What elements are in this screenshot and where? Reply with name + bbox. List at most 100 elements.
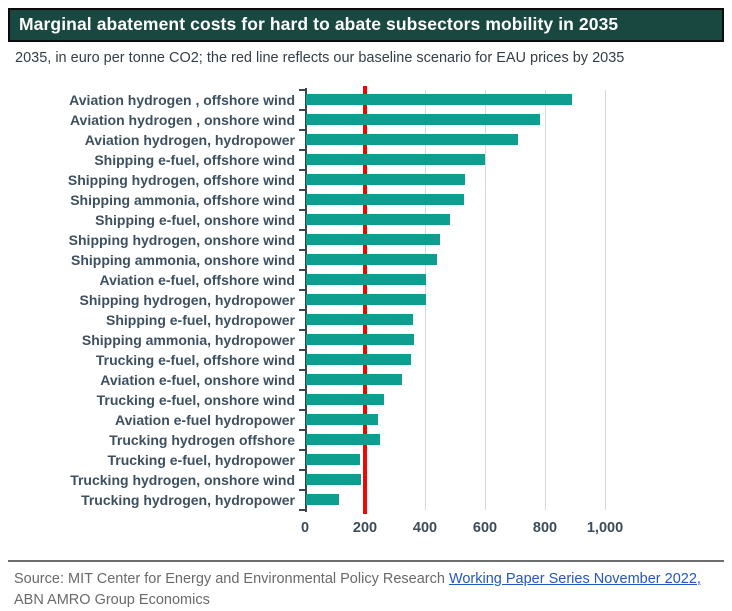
chart-row: Shipping e-fuel, hydropower bbox=[12, 310, 732, 330]
bar-track bbox=[305, 410, 725, 430]
bar bbox=[306, 174, 465, 185]
category-label: Shipping e-fuel, onshore wind bbox=[95, 212, 295, 228]
y-axis-tick bbox=[299, 409, 306, 411]
chart-row: Aviation e-fuel, offshore wind bbox=[12, 270, 732, 290]
bar bbox=[306, 334, 414, 345]
category-label: Shipping hydrogen, hydropower bbox=[79, 292, 295, 308]
category-label: Shipping ammonia, hydropower bbox=[81, 332, 295, 348]
x-axis-tick-label: 800 bbox=[532, 520, 558, 536]
y-axis-tick bbox=[299, 209, 306, 211]
category-label: Aviation e-fuel, offshore wind bbox=[99, 272, 296, 288]
chart-subtitle: 2035, in euro per tonne CO2; the red lin… bbox=[15, 50, 625, 66]
category-label: Aviation hydrogen, hydropower bbox=[84, 132, 295, 148]
y-axis-tick bbox=[299, 189, 306, 191]
chart-row: Aviation hydrogen , onshore wind bbox=[12, 110, 732, 130]
y-axis-tick bbox=[299, 469, 306, 471]
x-axis-labels: 0 200 400 600 800 1,000 bbox=[301, 520, 725, 546]
page: Marginal abatement costs for hard to aba… bbox=[0, 8, 732, 611]
bar bbox=[306, 474, 361, 485]
bar bbox=[306, 294, 426, 305]
bar-chart: Aviation hydrogen , offshore wind Aviatio… bbox=[12, 86, 732, 546]
bar-track bbox=[305, 390, 725, 410]
x-axis-tick-label: 200 bbox=[352, 520, 378, 536]
category-label: Trucking hydrogen, hydropower bbox=[81, 492, 295, 508]
bar bbox=[306, 194, 464, 205]
y-axis-tick bbox=[299, 289, 306, 291]
bar bbox=[306, 214, 450, 225]
y-axis-tick bbox=[299, 429, 306, 431]
y-axis-tick bbox=[299, 129, 306, 131]
bar bbox=[306, 94, 572, 105]
category-label: Aviation e-fuel, onshore wind bbox=[100, 372, 295, 388]
chart-row: Trucking e-fuel, hydropower bbox=[12, 450, 732, 470]
bar bbox=[306, 454, 360, 465]
chart-row: Trucking e-fuel, offshore wind bbox=[12, 350, 732, 370]
source-text-suffix: ABN AMRO Group Economics bbox=[14, 592, 210, 609]
category-label: Trucking e-fuel, hydropower bbox=[107, 452, 295, 468]
y-axis-tick bbox=[299, 329, 306, 331]
page-title: Marginal abatement costs for hard to aba… bbox=[19, 14, 619, 34]
chart-row: Shipping ammonia, hydropower bbox=[12, 330, 732, 350]
category-label: Trucking e-fuel, offshore wind bbox=[95, 352, 295, 368]
source-note: Source: MIT Center for Energy and Enviro… bbox=[14, 569, 718, 611]
y-axis-tick bbox=[299, 349, 306, 351]
bar-track bbox=[305, 330, 725, 350]
category-label: Shipping ammonia, offshore wind bbox=[70, 192, 295, 208]
y-axis-tick bbox=[299, 389, 306, 391]
bar-track bbox=[305, 170, 725, 190]
category-label: Shipping ammonia, onshore wind bbox=[70, 252, 295, 268]
bar-track bbox=[305, 470, 725, 490]
chart-rows: Aviation hydrogen , offshore wind Aviatio… bbox=[12, 90, 732, 510]
bar bbox=[306, 374, 402, 385]
category-label: Aviation e-fuel hydropower bbox=[115, 412, 295, 428]
bar bbox=[306, 354, 411, 365]
chart-row: Shipping hydrogen, onshore wind bbox=[12, 230, 732, 250]
x-axis-tick-label: 400 bbox=[412, 520, 438, 536]
bar-track bbox=[305, 110, 725, 130]
chart-title-bar: Marginal abatement costs for hard to aba… bbox=[8, 8, 724, 42]
chart-row: Aviation e-fuel, onshore wind bbox=[12, 370, 732, 390]
chart-row: Aviation e-fuel hydropower bbox=[12, 410, 732, 430]
bar bbox=[306, 234, 440, 245]
bar bbox=[306, 154, 485, 165]
bar bbox=[306, 394, 384, 405]
bar bbox=[306, 414, 378, 425]
bar-track bbox=[305, 210, 725, 230]
bar-track bbox=[305, 190, 725, 210]
chart-row: Shipping e-fuel, offshore wind bbox=[12, 150, 732, 170]
bar-track bbox=[305, 430, 725, 450]
y-axis-tick bbox=[299, 249, 306, 251]
y-axis-tick bbox=[299, 89, 306, 91]
y-axis-tick bbox=[299, 509, 306, 511]
chart-row: Shipping ammonia, onshore wind bbox=[12, 250, 732, 270]
bar-track bbox=[305, 370, 725, 390]
source-link[interactable]: Working Paper Series November 2022, bbox=[448, 571, 701, 587]
y-axis-tick bbox=[299, 109, 306, 111]
chart-row: Shipping hydrogen, hydropower bbox=[12, 290, 732, 310]
x-axis-tick-label: 0 bbox=[300, 520, 310, 536]
chart-row: Trucking e-fuel, onshore wind bbox=[12, 390, 732, 410]
bar-track bbox=[305, 450, 725, 470]
bar bbox=[306, 274, 426, 285]
category-label: Shipping hydrogen, onshore wind bbox=[68, 232, 295, 248]
x-axis-tick-label: 600 bbox=[472, 520, 498, 536]
bar-track bbox=[305, 290, 725, 310]
chart-row: Shipping ammonia, offshore wind bbox=[12, 190, 732, 210]
y-axis-tick bbox=[299, 309, 306, 311]
chart-row: Aviation hydrogen , offshore wind bbox=[12, 90, 732, 110]
category-label: Trucking hydrogen, onshore wind bbox=[70, 472, 295, 488]
chart-row: Shipping hydrogen, offshore wind bbox=[12, 170, 732, 190]
bar-track bbox=[305, 490, 725, 510]
y-axis-tick bbox=[299, 229, 306, 231]
bar-track bbox=[305, 150, 725, 170]
chart-row: Shipping e-fuel, onshore wind bbox=[12, 210, 732, 230]
bar bbox=[306, 434, 380, 445]
chart-row: Trucking hydrogen offshore bbox=[12, 430, 732, 450]
chart-row: Trucking hydrogen, onshore wind bbox=[12, 470, 732, 490]
x-axis-tick-label: 1,000 bbox=[586, 520, 624, 536]
bar bbox=[306, 314, 413, 325]
bar-track bbox=[305, 230, 725, 250]
category-label: Trucking e-fuel, onshore wind bbox=[96, 392, 295, 408]
bar-track bbox=[305, 90, 725, 110]
category-label: Trucking hydrogen offshore bbox=[109, 432, 295, 448]
